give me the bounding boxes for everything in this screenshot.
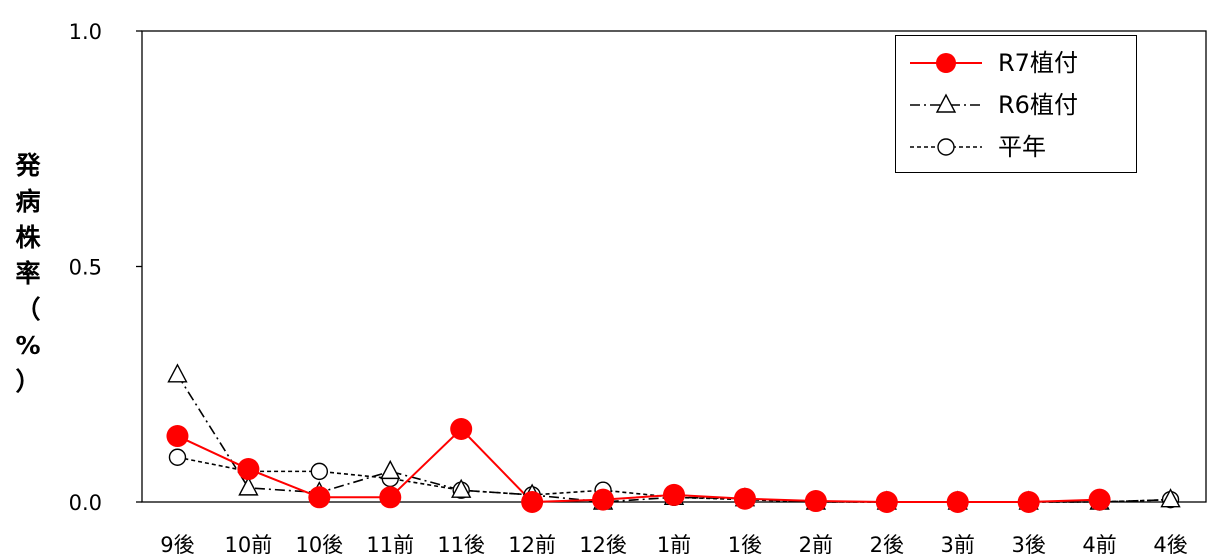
legend-item-r6: R6植付 [896, 90, 1136, 120]
data-point-r7 [237, 458, 260, 481]
y-tick-label: 0.5 [69, 256, 102, 280]
legend-symbol-r6 [910, 93, 982, 113]
data-point-r6 [1160, 488, 1181, 508]
x-tick-label: 3後 [1011, 533, 1045, 557]
x-tick-label: 10前 [225, 533, 273, 557]
data-point-r7 [733, 487, 756, 510]
data-point-r7 [875, 491, 898, 513]
x-tick-label: 2前 [799, 533, 833, 557]
data-point-r7 [592, 488, 615, 511]
x-tick-label: 1前 [657, 533, 691, 557]
x-tick-label: 12前 [508, 533, 556, 557]
y-axis-label: 発病株率（%） [15, 151, 41, 396]
data-point-r7 [379, 486, 402, 509]
data-point-r7 [308, 486, 331, 509]
data-point-r7 [1017, 491, 1040, 513]
legend: R7植付 R6植付 平年 [895, 35, 1137, 173]
y-tick-label: 0.0 [69, 491, 102, 515]
data-point-r7 [946, 491, 969, 513]
data-point-r7 [663, 483, 685, 506]
data-point-r7 [450, 417, 473, 440]
data-point-r6 [167, 363, 188, 383]
x-tick-label: 12後 [579, 533, 627, 557]
x-tick-label: 11前 [366, 533, 414, 557]
data-point-avg [310, 462, 329, 481]
data-point-r7 [166, 425, 189, 448]
x-tick-label: 1後 [728, 533, 762, 557]
legend-symbol-avg [910, 138, 982, 156]
x-tick-label: 10後 [295, 533, 343, 557]
legend-item-r7: R7植付 [896, 48, 1136, 78]
y-tick-label: 1.0 [69, 20, 102, 44]
data-point-r6 [451, 478, 472, 498]
data-point-r7 [804, 490, 827, 513]
data-point-r6 [238, 476, 259, 496]
x-tick-label: 4前 [1082, 533, 1116, 557]
legend-symbol-r7 [910, 53, 982, 73]
legend-label-r6: R6植付 [998, 91, 1078, 119]
x-tick-label: 11後 [437, 533, 485, 557]
legend-label-avg: 平年 [998, 133, 1046, 161]
series-line-0 [177, 427, 1100, 504]
x-tick-label: 3前 [941, 533, 975, 557]
x-tick-label: 9後 [160, 533, 194, 557]
legend-item-avg: 平年 [896, 132, 1136, 162]
data-point-avg [168, 448, 187, 466]
data-point-r6 [380, 459, 401, 480]
legend-label-r7: R7植付 [998, 49, 1078, 77]
x-tick-label: 4後 [1153, 533, 1187, 557]
x-tick-label: 2後 [870, 533, 904, 557]
data-point-r7 [521, 491, 544, 513]
data-point-r7 [1088, 488, 1111, 511]
